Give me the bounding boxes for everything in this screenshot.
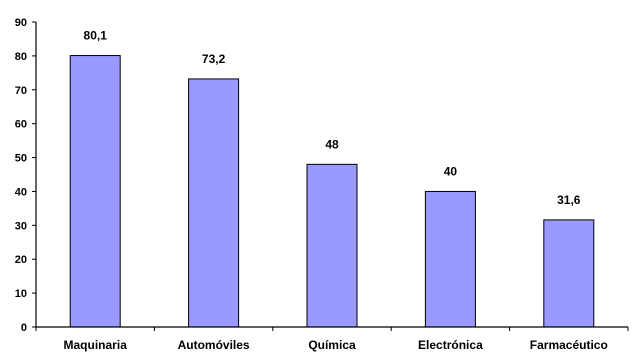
bar-4	[424, 190, 476, 328]
data-label: 73,2	[202, 52, 226, 66]
y-tick-label: 60	[15, 119, 27, 131]
category-label: Automóviles	[178, 338, 250, 352]
y-tick-label: 10	[15, 288, 27, 300]
data-labels-group: 80,1 73,2 48 40 31,6	[84, 29, 581, 207]
x-axis-ticks	[35, 327, 629, 331]
category-label: Química	[308, 338, 356, 352]
y-tick-label: 80	[15, 51, 27, 63]
y-tick-label: 40	[15, 186, 27, 198]
category-label: Electrónica	[418, 338, 483, 352]
y-tick-label: 90	[15, 17, 27, 29]
y-axis-ticks: 0 10 20 30 40 50 60 70 80 90	[15, 17, 36, 334]
bar-3	[306, 163, 358, 328]
y-tick-label: 20	[15, 254, 27, 266]
bar-1	[69, 55, 121, 328]
y-tick-label: 70	[15, 85, 27, 97]
bar-2	[188, 78, 240, 328]
category-label: Maquinaria	[64, 338, 128, 352]
data-label: 80,1	[84, 29, 108, 43]
y-tick-label: 30	[15, 220, 27, 232]
bars-group	[69, 55, 595, 328]
category-label: Farmacéutico	[530, 338, 608, 352]
data-label: 40	[444, 164, 458, 178]
category-labels-group: Maquinaria Automóviles Química Electrónica F…	[64, 338, 608, 352]
y-tick-label: 50	[15, 153, 27, 165]
data-label: 31,6	[557, 193, 581, 207]
bar-5	[543, 219, 595, 328]
data-label: 48	[325, 137, 339, 151]
y-tick-label: 0	[21, 322, 27, 334]
